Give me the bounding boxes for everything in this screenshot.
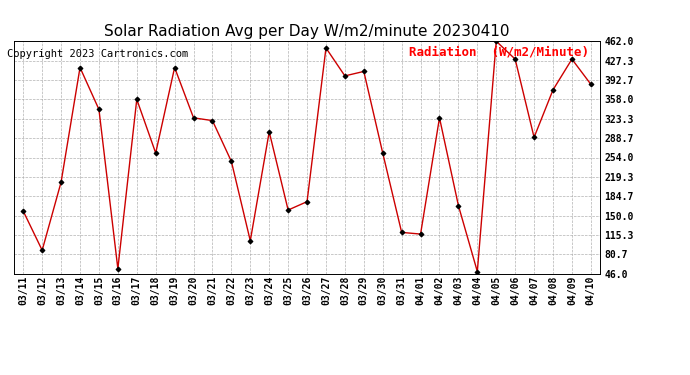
Point [112,266,124,272]
Text: Copyright 2023 Cartronics.com: Copyright 2023 Cartronics.com [7,49,188,59]
Point [245,238,256,244]
Point [226,158,237,164]
Point [264,129,275,135]
Point [491,38,502,44]
Point [377,150,388,156]
Point [529,134,540,140]
Point [302,199,313,205]
Point [396,230,407,236]
Point [320,45,331,51]
Point [453,202,464,208]
Point [283,207,294,213]
Point [339,73,351,79]
Point [169,64,180,70]
Point [56,179,67,185]
Point [472,268,483,274]
Point [415,231,426,237]
Point [37,247,48,253]
Point [188,115,199,121]
Point [131,96,142,102]
Point [434,115,445,121]
Point [93,106,104,112]
Point [75,64,86,70]
Text: Radiation  (W/m2/Minute): Radiation (W/m2/Minute) [408,46,589,59]
Title: Solar Radiation Avg per Day W/m2/minute 20230410: Solar Radiation Avg per Day W/m2/minute … [104,24,510,39]
Point [566,56,578,62]
Point [585,81,596,87]
Point [547,87,558,93]
Point [18,208,29,214]
Point [207,118,218,124]
Point [510,56,521,62]
Point [358,68,369,74]
Point [150,150,161,156]
